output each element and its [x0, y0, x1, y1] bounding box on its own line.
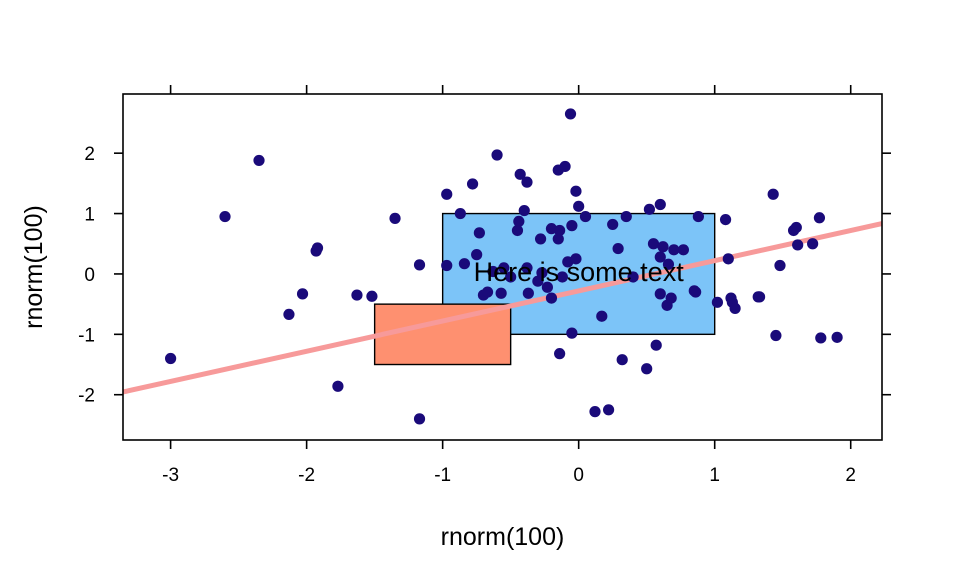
- data-point: [496, 288, 507, 299]
- data-point: [459, 258, 470, 269]
- y-tick-label: 1: [84, 205, 95, 226]
- data-point: [729, 303, 740, 314]
- data-point: [566, 220, 577, 231]
- data-point: [832, 332, 843, 343]
- data-point: [283, 309, 294, 320]
- data-point: [573, 201, 584, 212]
- data-point: [441, 189, 452, 200]
- data-point: [580, 211, 591, 222]
- data-point: [566, 328, 577, 339]
- data-point: [332, 381, 343, 392]
- data-point: [519, 205, 530, 216]
- data-point: [491, 149, 502, 160]
- data-point: [521, 177, 532, 188]
- data-point: [690, 286, 701, 297]
- data-point: [613, 243, 624, 254]
- data-point: [770, 330, 781, 341]
- data-point: [768, 189, 779, 200]
- x-tick-label: 1: [709, 465, 720, 486]
- x-tick-label: -3: [162, 465, 179, 486]
- data-point: [535, 233, 546, 244]
- data-point: [565, 108, 576, 119]
- data-point: [523, 288, 534, 299]
- data-point: [651, 340, 662, 351]
- data-point: [678, 244, 689, 255]
- x-tick-label: 0: [573, 465, 584, 486]
- data-point: [474, 227, 485, 238]
- data-point: [668, 244, 679, 255]
- data-point: [603, 404, 614, 415]
- data-point: [297, 288, 308, 299]
- data-point: [253, 155, 264, 166]
- data-point: [589, 406, 600, 417]
- data-point: [596, 311, 607, 322]
- data-point: [791, 222, 802, 233]
- x-tick-label: 2: [845, 465, 856, 486]
- data-point: [792, 239, 803, 250]
- y-axis-title: rnorm(100): [20, 205, 48, 329]
- data-point: [366, 291, 377, 302]
- data-point: [807, 238, 818, 249]
- data-point: [774, 260, 785, 271]
- annotation-text: Here is some text: [474, 257, 685, 287]
- y-tick-label: 2: [84, 144, 95, 165]
- data-point: [607, 219, 618, 230]
- data-point: [815, 332, 826, 343]
- y-tick-label: -2: [78, 386, 95, 407]
- data-point: [219, 211, 230, 222]
- data-point: [455, 208, 466, 219]
- data-point: [389, 213, 400, 224]
- data-point: [666, 292, 677, 303]
- x-tick-label: -2: [298, 465, 315, 486]
- data-point: [165, 353, 176, 364]
- data-point: [648, 238, 659, 249]
- data-point: [546, 292, 557, 303]
- data-point: [814, 212, 825, 223]
- data-point: [754, 291, 765, 302]
- data-point: [559, 161, 570, 172]
- data-point: [441, 260, 452, 271]
- data-point: [621, 211, 632, 222]
- data-point: [482, 286, 493, 297]
- x-axis-title: rnorm(100): [441, 523, 565, 551]
- data-point: [554, 225, 565, 236]
- data-point: [467, 178, 478, 189]
- data-point: [720, 214, 731, 225]
- data-point: [712, 297, 723, 308]
- rectangle-2: [375, 304, 511, 364]
- data-point: [693, 211, 704, 222]
- data-point: [312, 242, 323, 253]
- data-point: [351, 289, 362, 300]
- data-point: [414, 413, 425, 424]
- data-point: [414, 259, 425, 270]
- data-point: [657, 241, 668, 252]
- data-point: [655, 288, 666, 299]
- data-point: [641, 363, 652, 374]
- data-point: [570, 186, 581, 197]
- data-point: [513, 216, 524, 227]
- annotation-layer: Here is some text: [474, 257, 685, 287]
- data-point: [655, 199, 666, 210]
- data-point: [554, 348, 565, 359]
- x-tick-label: -1: [434, 465, 451, 486]
- data-point: [723, 253, 734, 264]
- y-tick-label: 0: [84, 265, 95, 286]
- data-point: [617, 354, 628, 365]
- data-point: [644, 204, 655, 215]
- y-tick-label: -1: [78, 325, 95, 346]
